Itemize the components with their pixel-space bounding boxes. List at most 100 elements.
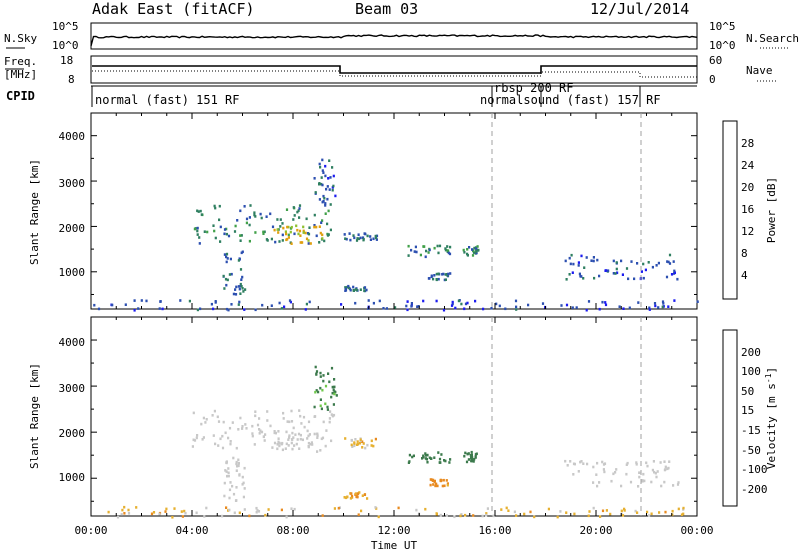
velocity-point — [299, 414, 302, 418]
velocity-point — [291, 447, 294, 451]
velocity-point — [290, 420, 294, 423]
velocity-point — [664, 510, 667, 514]
velocity-point — [164, 510, 167, 513]
power-point — [309, 242, 312, 245]
power-point — [331, 188, 334, 192]
power-point — [472, 251, 476, 254]
velocity-point — [626, 461, 629, 465]
velocity-point — [308, 433, 311, 436]
velocity-point — [158, 512, 161, 516]
power-point — [197, 210, 200, 213]
power-point — [214, 236, 217, 240]
velocity-point — [264, 433, 267, 436]
velocity-point — [281, 448, 284, 452]
power-point — [237, 285, 240, 288]
velocity-point — [682, 508, 685, 511]
power-point — [93, 303, 96, 307]
power-point — [239, 268, 243, 271]
power-point — [289, 300, 292, 304]
power-point — [407, 254, 410, 257]
velocity-point — [349, 497, 352, 500]
power-point — [427, 251, 430, 254]
velocity-point — [424, 452, 427, 455]
velocity-point — [222, 420, 225, 424]
power-point — [234, 224, 237, 228]
power-point — [359, 288, 362, 291]
velocity-point — [243, 487, 246, 490]
power-point — [235, 285, 238, 289]
power-point — [447, 251, 450, 255]
velocity-point — [473, 457, 476, 461]
power-point — [450, 304, 454, 307]
velocity-point — [441, 484, 444, 488]
velocity-point — [258, 417, 261, 420]
power-point — [475, 246, 478, 250]
velocity-point — [357, 513, 360, 516]
power-point — [436, 244, 439, 248]
velocity-point — [354, 492, 357, 495]
velocity-point — [295, 442, 298, 446]
velocity-point — [221, 434, 224, 438]
power-point — [218, 204, 221, 208]
velocity-point — [325, 429, 328, 432]
velocity-cb-tick-200: 200 — [741, 346, 761, 359]
velocity-point — [331, 414, 334, 418]
velocity-point — [241, 425, 244, 428]
velocity-point — [603, 470, 606, 474]
power-point — [225, 252, 229, 256]
x-axis: 00:00 04:00 08:00 12:00 16:00 20:00 00:0… — [74, 524, 713, 552]
power-point — [471, 254, 475, 257]
power-point — [299, 241, 302, 244]
power-point — [293, 214, 296, 217]
power-point — [313, 225, 316, 229]
velocity-panel-frame — [90, 316, 698, 517]
xtick-1600: 16:00 — [478, 524, 511, 537]
power-point — [598, 307, 601, 311]
power-point — [618, 305, 621, 308]
power-point — [349, 288, 352, 292]
power-point — [462, 248, 465, 252]
velocity-point — [397, 506, 400, 510]
noise-left-tick-bottom: 10^0 — [52, 39, 79, 52]
velocity-point — [225, 460, 228, 463]
velocity-point — [334, 390, 337, 394]
power-point — [353, 236, 356, 240]
power-point — [657, 261, 660, 265]
power-point — [298, 204, 302, 207]
velocity-point — [256, 423, 260, 427]
velocity-point — [241, 427, 244, 430]
power-point — [242, 290, 245, 293]
power-point — [318, 198, 321, 201]
velocity-point — [235, 486, 238, 489]
velocity-point — [278, 444, 281, 448]
power-point — [580, 254, 583, 258]
velocity-point — [241, 483, 244, 486]
velocity-cb-tick-m15: -15 — [741, 424, 761, 437]
velocity-point — [513, 510, 516, 514]
power-point — [308, 300, 311, 304]
power-point — [667, 260, 670, 264]
velocity-point — [547, 507, 550, 511]
velocity-point — [448, 461, 451, 464]
velocity-point — [327, 372, 330, 375]
power-point — [460, 302, 463, 306]
power-point — [435, 278, 438, 282]
power-point — [318, 162, 321, 166]
power-point — [293, 232, 296, 236]
nave-series — [92, 70, 697, 78]
velocity-point — [235, 462, 238, 466]
velocity-point — [472, 514, 475, 517]
velocity-point — [326, 408, 329, 411]
power-point — [673, 299, 676, 302]
velocity-point — [212, 434, 215, 437]
velocity-cb-tick-15: 15 — [741, 404, 754, 417]
power-point — [447, 272, 450, 276]
power-point — [322, 194, 325, 198]
velocity-point — [288, 434, 291, 437]
power-point — [332, 174, 335, 178]
velocity-point — [660, 484, 663, 488]
velocity-point — [374, 506, 377, 509]
power-point — [329, 176, 332, 179]
power-point — [593, 276, 596, 280]
beam-title: Beam 03 — [355, 0, 418, 18]
